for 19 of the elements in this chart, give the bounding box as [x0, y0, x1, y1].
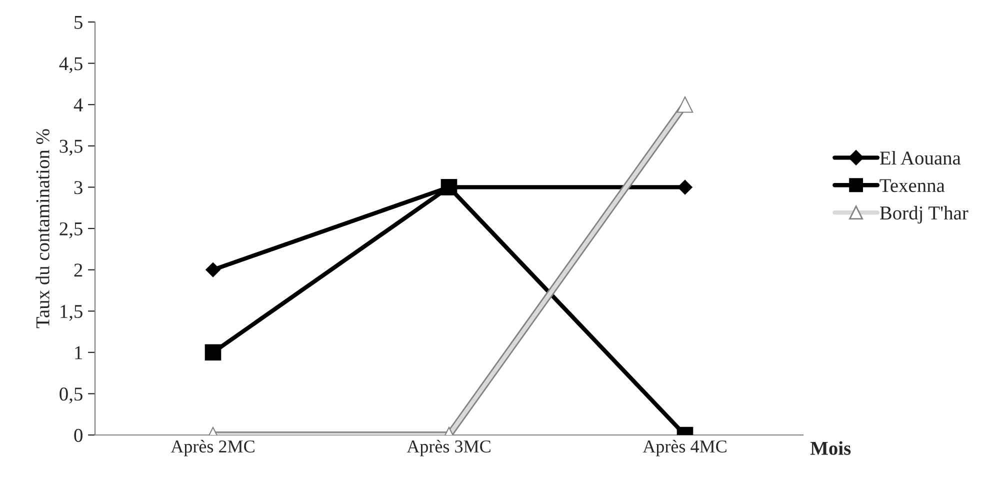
y-tick-label: 4 — [74, 98, 83, 112]
x-tick-label: Après 4MC — [642, 440, 726, 456]
y-tick-label: 5 — [74, 16, 82, 29]
x-tick-label: Après 3MC — [406, 440, 490, 456]
y-tick-label: 4,5 — [59, 57, 82, 74]
y-tick-label: 0 — [74, 428, 82, 442]
legend-label: El Aouana — [880, 150, 961, 165]
y-tick-label: 1,5 — [60, 305, 82, 321]
y-tick-label: 3,5 — [60, 140, 82, 156]
y-axis-title: Taux du contamination % — [36, 129, 50, 328]
y-tick-label: 1 — [75, 346, 82, 360]
x-tick-label: Après 2MC — [170, 440, 254, 456]
x-axis-title: Mois — [810, 441, 851, 455]
y-tick-label: 3 — [74, 181, 82, 194]
legend-label: Texenna — [880, 179, 945, 192]
y-tick-label: 0,5 — [60, 388, 82, 404]
y-tick-label: 2,5 — [60, 222, 82, 238]
legend-label: Bordj T'har — [880, 206, 968, 224]
y-tick-label: 2 — [74, 264, 82, 277]
